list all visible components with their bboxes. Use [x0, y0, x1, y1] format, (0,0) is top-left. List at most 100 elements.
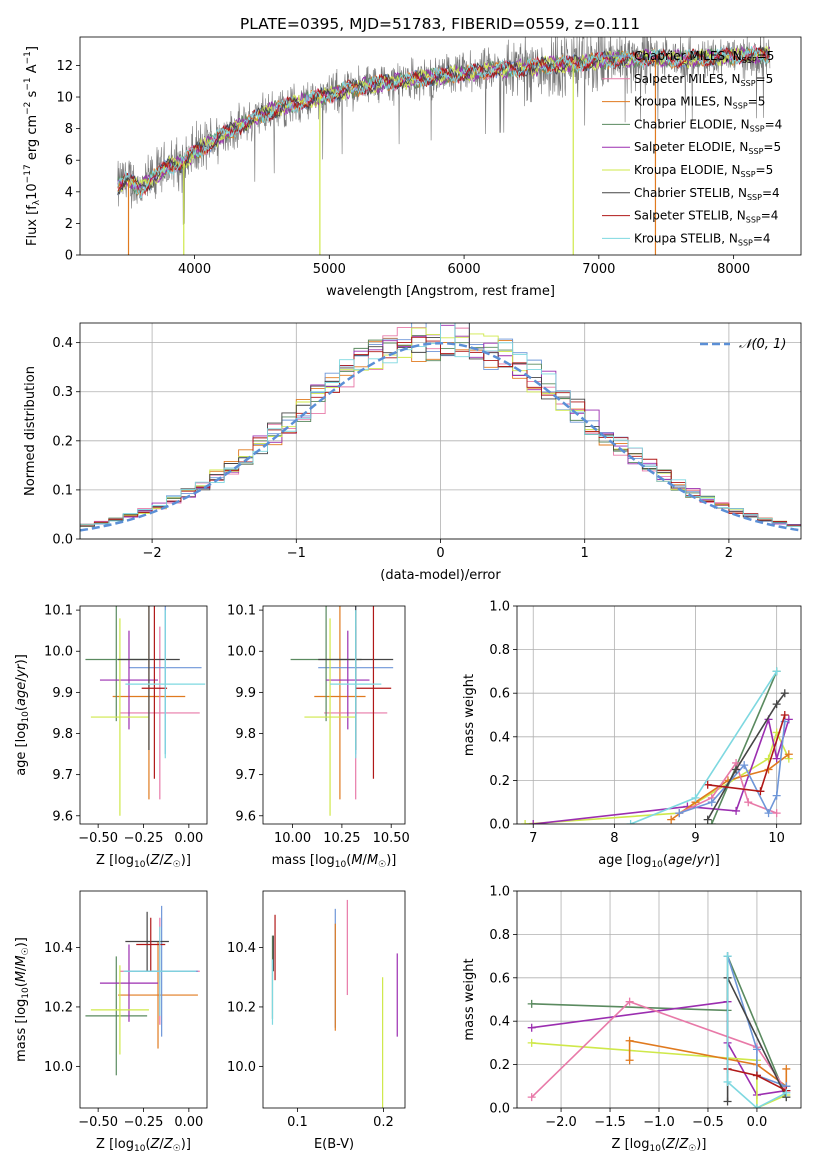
axes-age_vs_mass: 10.00 10.25 10.50 9.6 9.7 9.8 9.9 10.0 10.1 — [227, 604, 410, 846]
y-tick-label: 9.8 — [52, 727, 73, 742]
axes-frame — [79, 322, 802, 540]
y-tick-label: 10 — [56, 91, 73, 106]
x-axis-label: (data-model)/error — [380, 568, 501, 583]
weight-marker-salpeter_elodie — [784, 715, 793, 724]
weight-marker-chabrier_elodie — [527, 999, 536, 1008]
weight-marker-salpeter_stelib — [780, 711, 789, 719]
x-axis-label: Z [log10(Z/Z☉)] — [96, 1137, 191, 1154]
y-axis-label: age [log10(age/yr)] — [14, 654, 31, 776]
weight-marker-kroupa_stelib — [752, 1104, 761, 1108]
y-tick-label: 0.0 — [52, 533, 73, 548]
axes-massweight_vs_age: 7 8 9 10 0.0 0.2 0.4 0.6 0.8 1.0 — [489, 600, 802, 846]
y-tick-label: 2 — [65, 217, 73, 232]
weight-marker-kroupa_miles — [782, 1064, 791, 1073]
spectrum-title: PLATE=0395, MJD=51783, FIBERID=0559, z=0… — [240, 15, 640, 33]
y-tick-label: 10.1 — [44, 604, 73, 619]
x-tick-label: −1.0 — [643, 1115, 675, 1130]
weight-marker-salpeter_elodie — [732, 806, 741, 815]
legend-label-salpeter_stelib: Salpeter STELIB, NSSP=4 — [634, 209, 778, 225]
x-tick-label: 0 — [436, 546, 444, 561]
x-axis-label: E(B-V) — [314, 1137, 354, 1152]
y-tick-label: 0.8 — [489, 928, 510, 943]
plot-area-massweight_vs_Z — [527, 952, 791, 1108]
weight-marker-kroupa_miles — [625, 1036, 634, 1045]
weight-line-kroupa_stelib — [726, 956, 787, 1108]
y-tick-label: 4 — [65, 185, 73, 200]
axes-frame — [79, 605, 208, 825]
y-tick-label: 0.4 — [489, 730, 510, 745]
weight-marker-chabrier_stelib — [703, 815, 712, 824]
axes-age_vs_Z: −0.50 −0.25 0.00 9.6 9.7 9.8 9.9 10.0 10.1 — [44, 604, 208, 846]
y-tick-label: 10.0 — [227, 645, 256, 660]
legend-label-gaussian: 𝒩(0, 1) — [739, 337, 786, 352]
y-tick-label: 9.6 — [52, 809, 73, 824]
legend-label-kroupa_stelib: Kroupa STELIB, NSSP=4 — [634, 231, 771, 247]
weight-marker-chabrier_miles — [707, 798, 716, 807]
y-axis-label: mass weight — [462, 674, 477, 756]
x-tick-label: 0.0 — [747, 1115, 768, 1130]
axes-massweight_vs_Z: −2.0 −1.5 −1.0 −0.5 0.0 0.0 0.2 0.4 0.6 0.8 1.0 — [489, 885, 802, 1130]
x-tick-label: −0.25 — [124, 831, 164, 846]
model-spectrum-kroupa_stelib — [117, 46, 770, 199]
x-tick-label: 10.00 — [274, 831, 311, 846]
y-axis-label: mass [log10(M/M☉)] — [14, 937, 31, 1062]
weight-marker-chabrier_miles — [740, 761, 749, 770]
y-tick-label: 1.0 — [489, 600, 510, 615]
x-tick-label: 2 — [725, 546, 733, 561]
x-tick-label: −0.50 — [78, 831, 118, 846]
y-tick-label: 1.0 — [489, 885, 510, 900]
y-tick-label: 9.7 — [52, 768, 73, 783]
x-axis-label: wavelength [Angstrom, rest frame] — [326, 284, 555, 299]
plot-area-age_vs_mass — [290, 606, 394, 816]
y-tick-label: 9.7 — [235, 768, 256, 783]
plot-area-age_vs_Z — [85, 606, 206, 816]
x-tick-label: 7000 — [582, 262, 615, 277]
weight-marker-chabrier_stelib — [732, 765, 741, 774]
y-tick-label: 9.6 — [235, 809, 256, 824]
y-tick-label: 10.4 — [227, 941, 256, 956]
x-axis-label: mass [log10(M/M☉)] — [272, 853, 397, 870]
y-tick-label: 0.1 — [52, 483, 73, 498]
weight-marker-chabrier_stelib — [723, 1097, 732, 1106]
y-tick-label: 0.0 — [489, 1102, 510, 1117]
plot-area-spectrum — [117, 37, 771, 255]
weight-marker-kroupa_elodie — [527, 1038, 536, 1047]
x-tick-label: 8 — [610, 831, 618, 846]
y-tick-label: 0.8 — [489, 643, 510, 658]
weight-marker-salpeter_stelib — [703, 780, 712, 789]
y-tick-label: 0.0 — [489, 818, 510, 833]
weight-marker-chabrier_stelib — [780, 689, 789, 698]
weight-marker-salpeter_miles — [772, 809, 781, 818]
x-tick-label: −1 — [287, 546, 306, 561]
axes-spectrum: 4000 5000 6000 7000 8000 0 2 4 6 8 10 12 — [56, 36, 802, 277]
y-tick-label: 0.2 — [52, 434, 73, 449]
y-tick-label: 0.6 — [489, 971, 510, 986]
legend-label-chabrier_elodie: Chabrier ELODIE, NSSP=4 — [634, 117, 782, 133]
x-tick-label: −1.5 — [594, 1115, 626, 1130]
y-tick-label: 10.4 — [44, 941, 73, 956]
legend-label-chabrier_stelib: Chabrier STELIB, NSSP=4 — [634, 186, 780, 202]
weight-marker-chabrier_elodie — [707, 820, 716, 824]
weight-marker-salpeter_miles — [744, 798, 753, 807]
weight-marker-kroupa_elodie — [521, 820, 530, 824]
y-tick-label: 10.0 — [227, 1060, 256, 1075]
weight-marker-salpeter_miles — [625, 997, 634, 1006]
legend-label-salpeter_elodie: Salpeter ELODIE, NSSP=5 — [634, 140, 781, 156]
axes-frame — [79, 36, 802, 256]
plot-area-residuals — [80, 323, 801, 539]
weight-marker-kroupa_stelib — [723, 1077, 732, 1086]
legend-label-kroupa_elodie: Kroupa ELODIE, NSSP=5 — [634, 163, 773, 179]
x-tick-label: 10 — [768, 831, 785, 846]
y-tick-label: 10.0 — [44, 645, 73, 660]
weight-marker-kroupa_stelib — [691, 793, 700, 802]
axes-residuals: −2 −1 0 1 2 0.0 0.1 0.2 0.3 0.4 — [52, 322, 802, 561]
y-tick-label: 0.4 — [52, 336, 73, 351]
y-tick-label: 12 — [56, 59, 73, 74]
weight-marker-kroupa_stelib — [772, 667, 781, 676]
weight-marker-salpeter_elodie — [772, 754, 781, 763]
x-tick-label: −2 — [143, 546, 162, 561]
weight-marker-salpeter_stelib — [752, 1071, 761, 1080]
weight-line-kroupa_elodie — [531, 1042, 787, 1108]
y-tick-label: 0.6 — [489, 687, 510, 702]
